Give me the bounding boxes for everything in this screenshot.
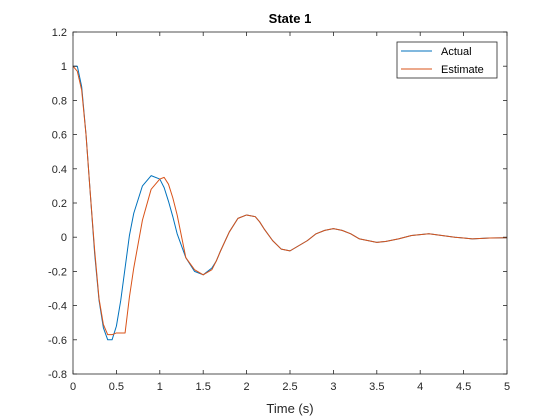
x-tick-label: 4.5 [456, 381, 471, 393]
y-tick-label: -0.8 [48, 369, 67, 381]
x-tick-label: 0 [70, 381, 76, 393]
y-tick-label: 0.2 [52, 198, 67, 210]
x-tick-label: 3 [330, 381, 336, 393]
y-tick-label: -0.4 [48, 301, 67, 313]
legend-label-estimate: Estimate [441, 64, 484, 76]
y-tick-label: -0.6 [48, 335, 67, 347]
x-axis-label: Time (s) [266, 401, 313, 416]
x-tick-label: 4 [417, 381, 423, 393]
x-tick-label: 5 [504, 381, 510, 393]
y-tick-label: 0.6 [52, 130, 67, 142]
y-tick-label: 1 [61, 61, 67, 73]
x-tick-label: 1 [157, 381, 163, 393]
chart-title: State 1 [269, 11, 312, 26]
legend-box [396, 41, 498, 79]
y-tick-label: 1.2 [52, 27, 67, 39]
y-tick-label: -0.2 [48, 266, 67, 278]
ticks-layer: 0 0.5 1 1.5 2 2.5 3 3.5 4 4.5 5 -0.8 -0.6 -0.4 -0.2 0 0.… [48, 27, 510, 393]
x-tick-label: 0.5 [109, 381, 124, 393]
series-layer [72, 65, 508, 341]
y-tick-label: 0.8 [52, 95, 67, 107]
x-tick-label: 1.5 [196, 381, 211, 393]
plot-background [73, 32, 507, 374]
x-tick-label: 2.5 [282, 381, 297, 393]
x-tick-label: 2 [244, 381, 250, 393]
legend-label-actual: Actual [441, 46, 472, 58]
y-tick-label: 0.4 [52, 164, 67, 176]
y-tick-label: 0 [61, 232, 67, 244]
x-tick-label: 3.5 [369, 381, 384, 393]
legend: Actual Estimate [396, 41, 498, 79]
series-line-estimate [72, 65, 508, 336]
